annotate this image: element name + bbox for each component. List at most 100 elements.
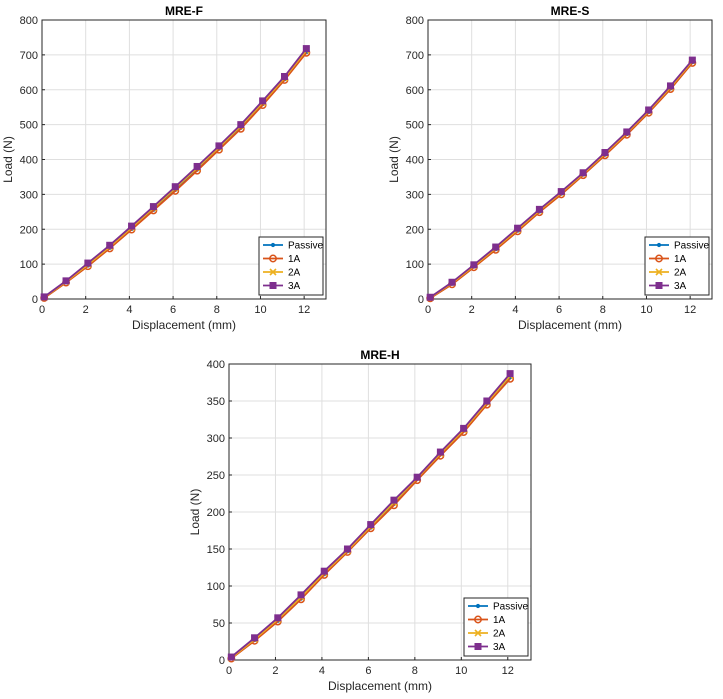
data-point xyxy=(688,56,696,64)
legend-label: 1A xyxy=(674,254,687,265)
data-point xyxy=(623,128,631,136)
y-tick-label: 600 xyxy=(20,85,38,97)
data-point xyxy=(601,149,609,157)
chart-title: MRE-F xyxy=(165,4,203,18)
y-tick-label: 400 xyxy=(20,155,38,167)
x-tick-label: 12 xyxy=(298,304,310,316)
x-tick-label: 2 xyxy=(83,304,89,316)
series-3a xyxy=(227,370,514,661)
data-point xyxy=(297,591,305,599)
y-tick-label: 200 xyxy=(207,507,225,519)
data-point xyxy=(535,205,543,213)
legend-label: Passive xyxy=(288,241,323,252)
y-axis-label: Load (N) xyxy=(1,136,15,183)
x-tick-label: 12 xyxy=(684,304,696,316)
legend-label: Passive xyxy=(493,602,528,613)
y-tick-label: 50 xyxy=(213,618,225,630)
data-point xyxy=(84,259,92,267)
data-point xyxy=(448,278,456,286)
series-line xyxy=(230,378,511,660)
legend-item: Passive xyxy=(263,241,323,252)
legend: Passive 1A 2A 3A xyxy=(258,236,324,296)
x-tick-label: 4 xyxy=(512,304,518,316)
legend-label: Passive xyxy=(674,241,709,252)
legend-label: 3A xyxy=(493,642,506,653)
legend: Passive 1A 2A 3A xyxy=(644,236,710,296)
y-tick-label: 300 xyxy=(207,433,225,445)
data-point xyxy=(215,142,223,150)
y-tick-label: 800 xyxy=(406,15,424,27)
data-point xyxy=(343,545,351,553)
y-tick-label: 400 xyxy=(207,359,225,371)
data-point xyxy=(492,243,500,251)
y-tick-label: 250 xyxy=(207,470,225,482)
y-tick-label: 600 xyxy=(406,85,424,97)
x-tick-label: 4 xyxy=(126,304,132,316)
data-point xyxy=(460,424,468,432)
data-point xyxy=(506,370,514,378)
chart-2: 0 2 4 6 8 10 12 0 100 200 300 400 500 600 700 800 MRE-S D… xyxy=(387,4,713,332)
y-tick-label: 700 xyxy=(20,50,38,62)
data-point xyxy=(106,241,114,249)
legend-label: 3A xyxy=(288,281,301,292)
legend-marker xyxy=(474,643,482,650)
data-point xyxy=(274,614,282,622)
y-tick-label: 100 xyxy=(207,581,225,593)
x-tick-label: 2 xyxy=(469,304,475,316)
x-tick-label: 8 xyxy=(600,304,606,316)
legend-item: 3A xyxy=(468,642,506,653)
x-tick-label: 10 xyxy=(455,665,467,677)
data-point xyxy=(280,72,288,80)
y-tick-label: 400 xyxy=(406,155,424,167)
chart-3: 0 2 4 6 8 10 12 0 50 100 150 200 250 300 350 400 MRE-H Di… xyxy=(188,348,532,693)
legend-marker xyxy=(269,254,277,263)
data-point xyxy=(302,45,310,53)
data-point xyxy=(320,567,328,575)
y-axis-label: Load (N) xyxy=(188,489,202,536)
legend-label: 3A xyxy=(674,281,687,292)
legend-item: Passive xyxy=(649,241,709,252)
y-tick-label: 500 xyxy=(406,120,424,132)
data-point xyxy=(128,222,136,230)
x-axis-label: Displacement (mm) xyxy=(328,679,432,693)
y-tick-label: 100 xyxy=(406,259,424,271)
y-tick-label: 200 xyxy=(406,224,424,236)
y-tick-label: 0 xyxy=(418,294,424,306)
legend-marker xyxy=(475,603,481,609)
data-point xyxy=(251,634,259,642)
legend-label: 2A xyxy=(288,268,301,279)
y-axis-label: Load (N) xyxy=(387,136,401,183)
x-tick-label: 12 xyxy=(502,665,514,677)
legend-item: 3A xyxy=(263,281,301,292)
legend-marker xyxy=(655,254,663,263)
data-point xyxy=(227,653,235,661)
data-point xyxy=(666,82,674,90)
y-tick-label: 150 xyxy=(207,544,225,556)
data-point xyxy=(259,97,267,105)
legend-label: 2A xyxy=(493,629,506,640)
data-point xyxy=(193,162,201,170)
x-tick-label: 8 xyxy=(412,665,418,677)
data-point xyxy=(237,121,245,129)
data-point xyxy=(413,473,421,481)
data-point xyxy=(171,183,179,191)
data-point xyxy=(514,224,522,232)
chart-title: MRE-S xyxy=(551,4,590,18)
data-point xyxy=(40,293,48,301)
y-tick-label: 500 xyxy=(20,120,38,132)
data-point xyxy=(579,169,587,177)
x-tick-label: 0 xyxy=(226,665,232,677)
data-point xyxy=(426,293,434,301)
legend-label: 1A xyxy=(493,615,506,626)
legend-item: 3A xyxy=(649,281,687,292)
x-tick-label: 0 xyxy=(39,304,45,316)
y-tick-label: 700 xyxy=(406,50,424,62)
legend-label: 1A xyxy=(288,254,301,265)
x-tick-label: 6 xyxy=(365,665,371,677)
legend-marker xyxy=(269,282,277,289)
y-tick-label: 350 xyxy=(207,396,225,408)
legend-marker xyxy=(655,268,663,276)
y-tick-label: 200 xyxy=(20,224,38,236)
data-point xyxy=(470,261,478,269)
